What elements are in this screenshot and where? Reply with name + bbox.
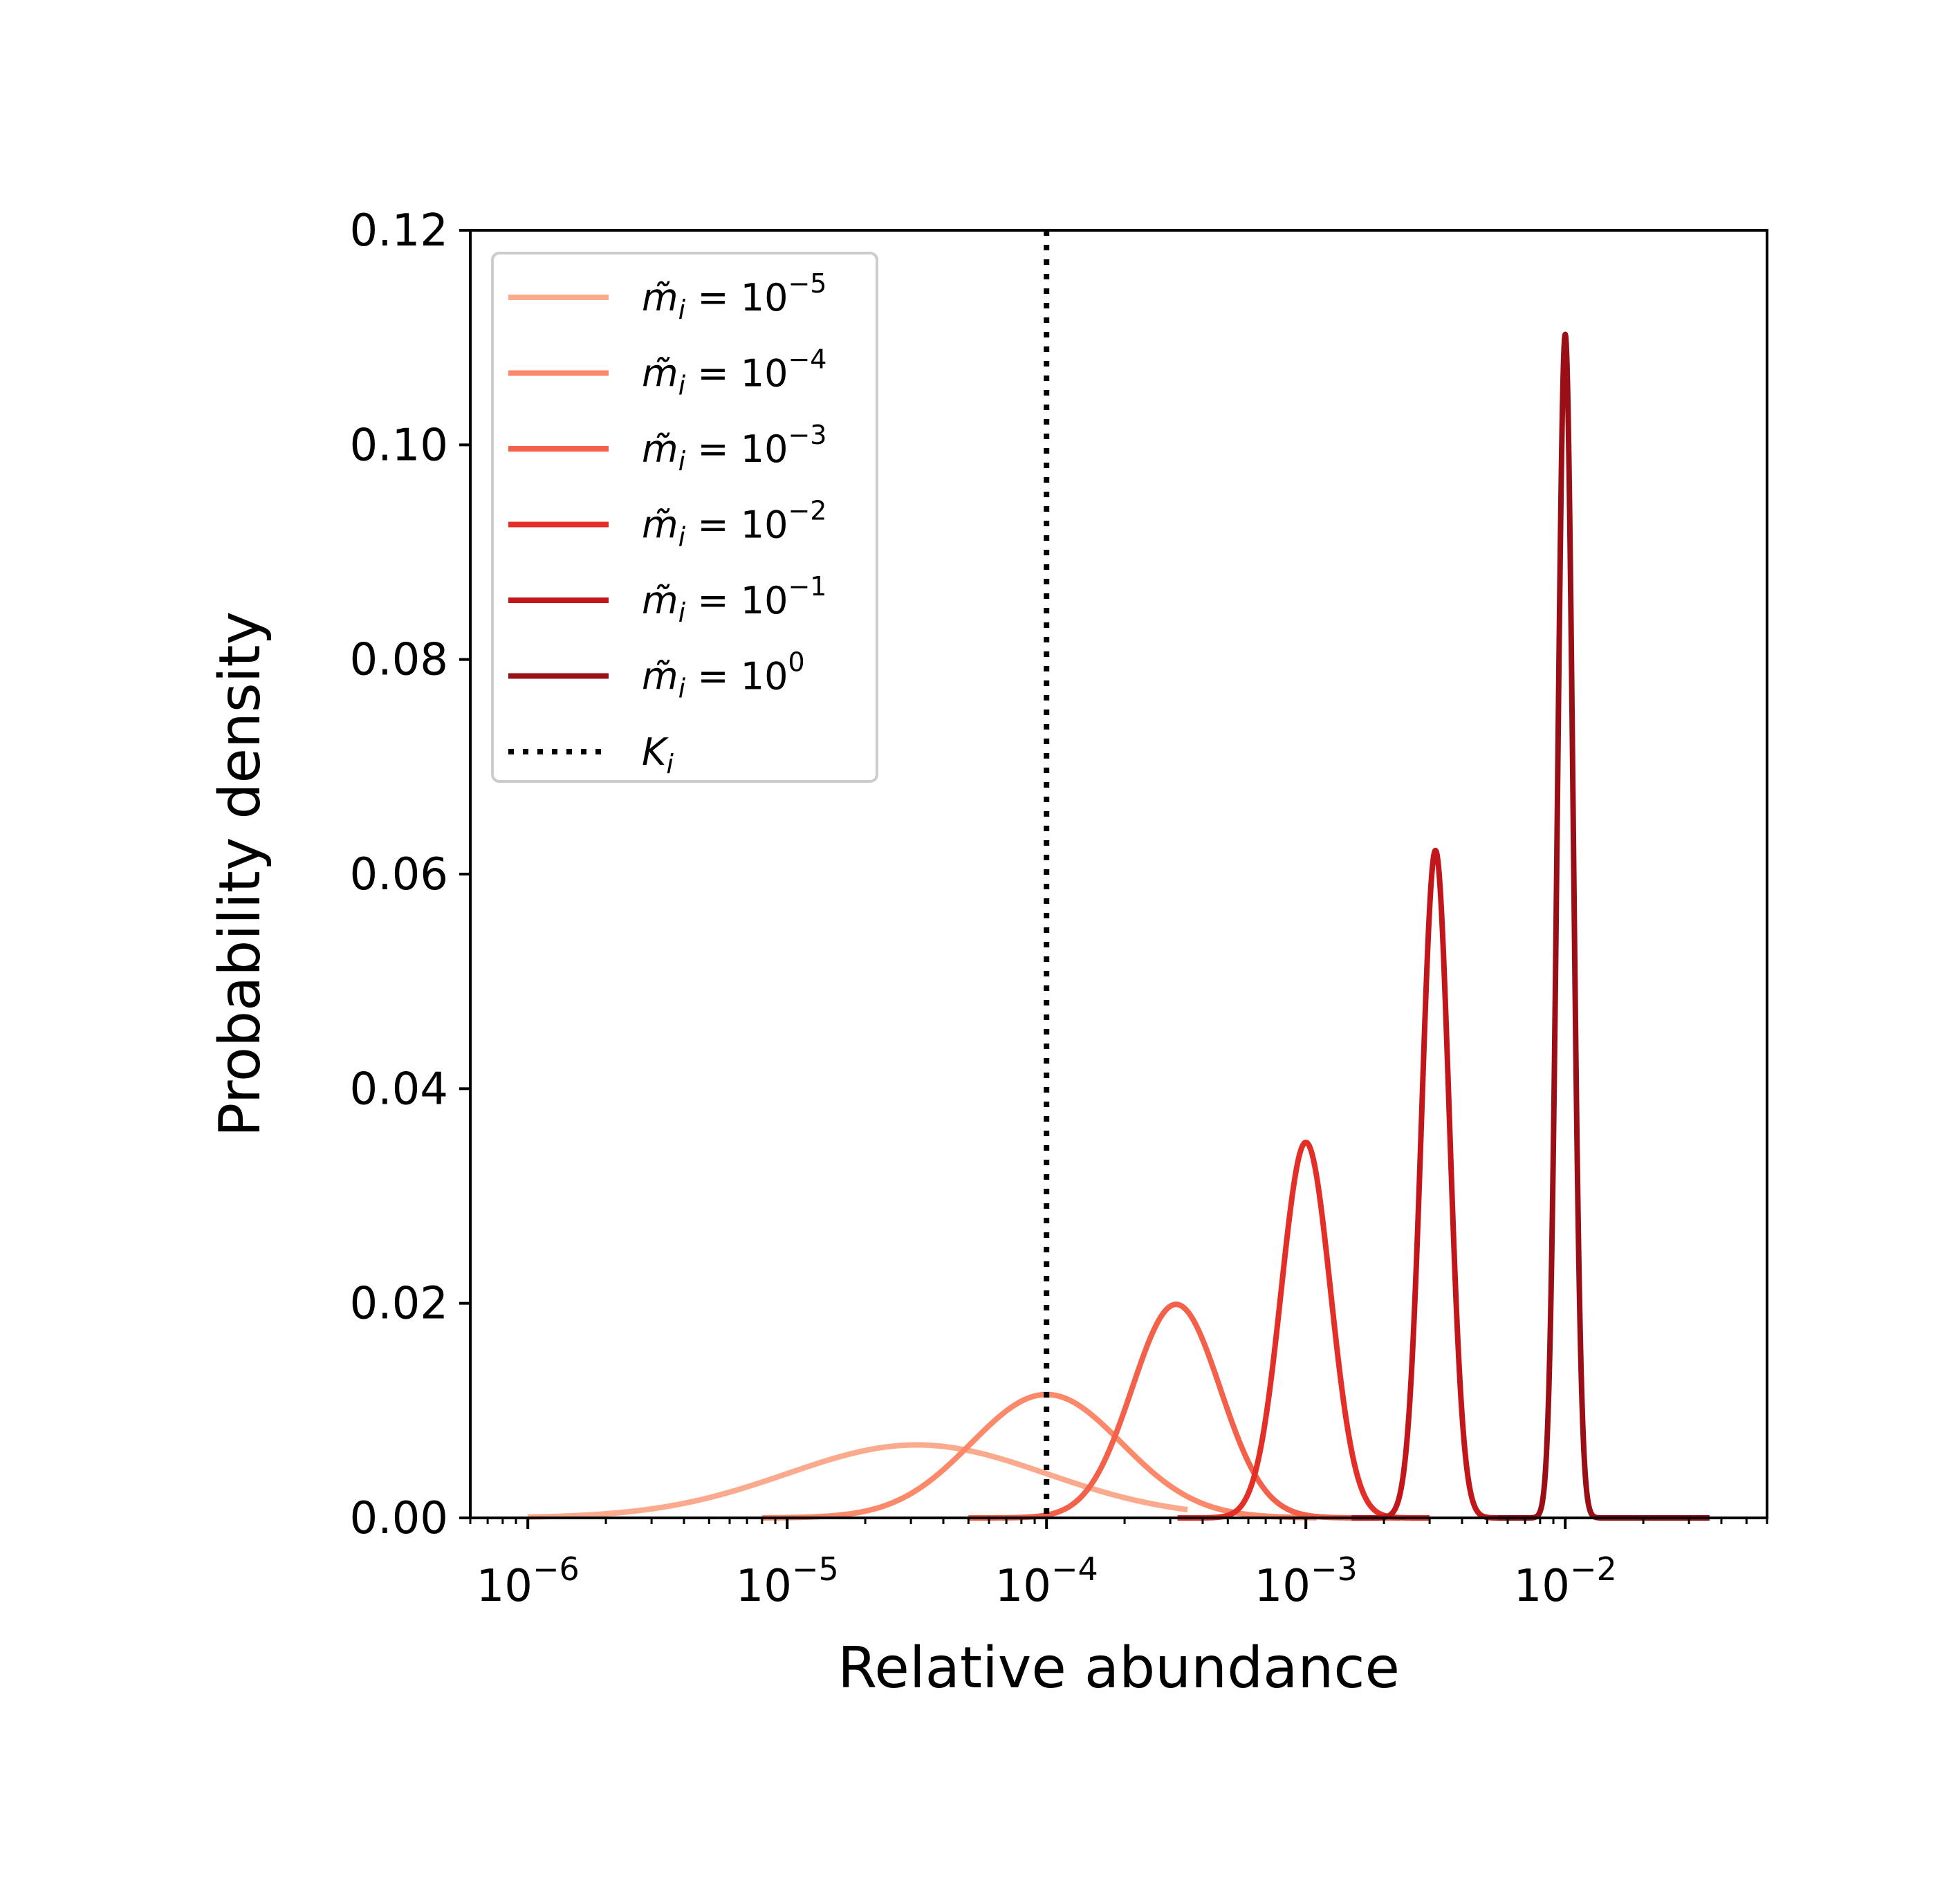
x-tick-label-2: 10−4	[995, 1550, 1098, 1612]
y-tick-label-2: 0.04	[350, 1064, 449, 1115]
y-tick-label-6: 0.12	[350, 205, 449, 257]
x-tick-label-4: 10−2	[1514, 1550, 1617, 1612]
y-tick-label-0: 0.00	[350, 1493, 449, 1544]
legend-label-3: m̃i = 10−3	[642, 420, 827, 476]
x-tick-label-1: 10−5	[736, 1550, 839, 1612]
y-tick-label-4: 0.08	[350, 635, 449, 686]
legend-box	[491, 252, 878, 783]
x-tick-label-3: 10−3	[1255, 1550, 1358, 1612]
x-tick-label-0: 10−6	[477, 1550, 580, 1612]
y-axis-label: Probability density	[207, 611, 273, 1137]
legend-label-6: m̃i = 100	[642, 647, 805, 704]
y-tick-label-5: 0.10	[350, 420, 449, 471]
legend-label-5: m̃i = 10−1	[642, 571, 827, 628]
series-line-2	[760, 1391, 1319, 1521]
legend-label-4: m̃i = 10−2	[642, 496, 827, 553]
legend-label-1: m̃i = 10−5	[642, 268, 827, 325]
legend-label-2: m̃i = 10−4	[642, 344, 827, 401]
x-axis-label: Relative abundance	[838, 1635, 1400, 1701]
legend-label-reference: Ki	[642, 730, 674, 779]
y-tick-label-3: 0.06	[350, 849, 449, 900]
legend: m̃i = 10−5 m̃i = 10−4 m̃i = 10−3 m̃i = 10−2…	[491, 252, 878, 783]
axes: 0.00 0.02 0.04 0.06 0.08 0.10 0.12 10−6 10−5 10−4…	[350, 205, 1768, 1612]
y-tick-label-1: 0.02	[350, 1279, 449, 1330]
series-line-1	[526, 1442, 1190, 1520]
